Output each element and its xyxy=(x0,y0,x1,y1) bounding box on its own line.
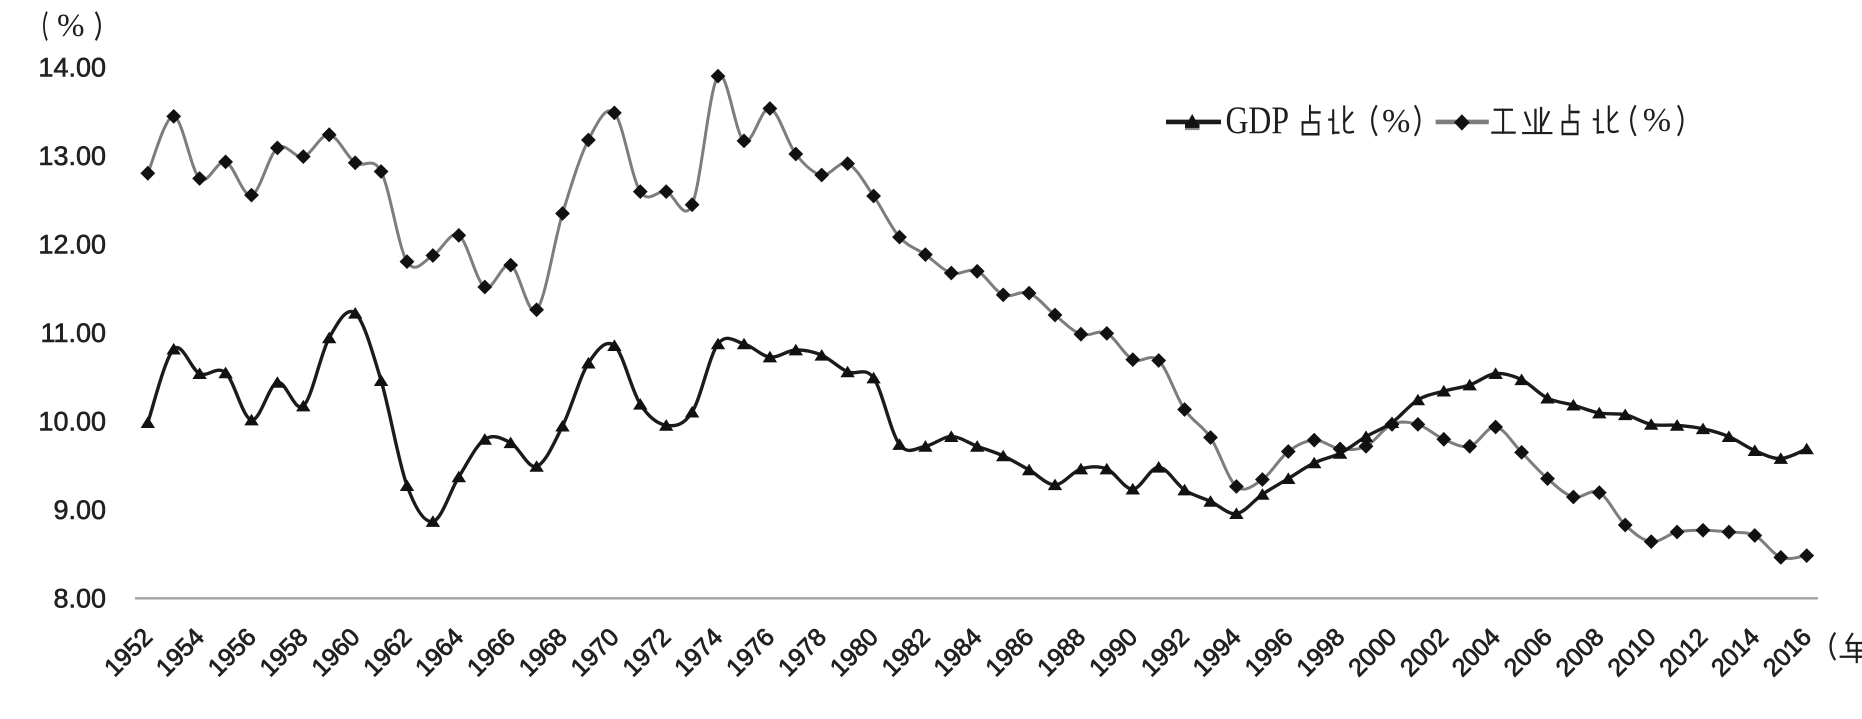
svg-text:12.00: 12.00 xyxy=(38,229,106,259)
svg-text:8.00: 8.00 xyxy=(53,583,106,613)
svg-text:14.00: 14.00 xyxy=(38,52,106,82)
svg-text:10.00: 10.00 xyxy=(38,406,106,436)
svg-text:13.00: 13.00 xyxy=(38,141,106,171)
svg-text:9.00: 9.00 xyxy=(53,495,106,525)
svg-text:%: % xyxy=(1643,102,1671,139)
svg-text:%: % xyxy=(57,8,85,44)
svg-text:GDP: GDP xyxy=(1226,99,1290,142)
svg-text:%: % xyxy=(1382,103,1410,140)
svg-text:11.00: 11.00 xyxy=(40,318,106,348)
